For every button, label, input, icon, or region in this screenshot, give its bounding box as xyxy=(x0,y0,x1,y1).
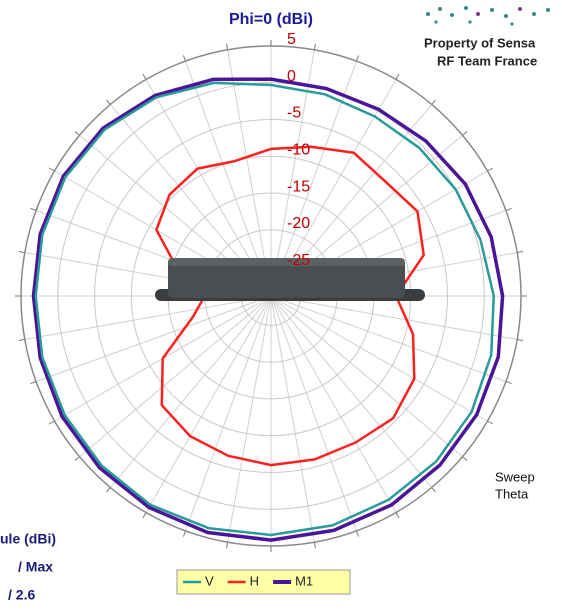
r-tick-label: -5 xyxy=(287,105,301,122)
ring xyxy=(57,82,485,510)
spoke-tick xyxy=(356,55,360,62)
chart-title: Phi=0 (dBi) xyxy=(229,11,313,28)
spoke xyxy=(270,295,463,458)
spoke xyxy=(270,295,488,422)
spoke-tick xyxy=(431,99,436,105)
spoke xyxy=(185,60,272,297)
r-tick-label: -25 xyxy=(287,252,310,269)
legend-label: V xyxy=(205,573,214,588)
spoke xyxy=(24,295,272,340)
legend xyxy=(176,569,351,595)
spoke-tick xyxy=(226,43,229,50)
spoke xyxy=(227,295,272,543)
spoke-tick xyxy=(517,251,524,254)
spoke xyxy=(227,49,272,297)
spoke-tick xyxy=(395,512,400,518)
spoke xyxy=(270,295,518,340)
r-tick-label: 5 xyxy=(287,31,296,48)
spoke xyxy=(35,295,272,382)
owner-note: Property of Sensa xyxy=(424,35,536,50)
spoke xyxy=(270,60,357,297)
legend-label: M1 xyxy=(295,573,313,588)
series-line xyxy=(155,145,425,467)
spoke xyxy=(270,295,397,513)
spoke-tick xyxy=(49,167,55,172)
spoke-tick xyxy=(74,456,80,461)
series-line xyxy=(34,81,496,537)
spoke-tick xyxy=(30,207,37,211)
spoke-tick xyxy=(395,74,400,80)
spoke xyxy=(79,295,272,458)
series-line xyxy=(31,77,505,542)
spoke xyxy=(109,295,272,488)
spoke xyxy=(270,295,433,488)
spoke xyxy=(270,295,507,382)
sweep-label: Sweep xyxy=(495,469,535,484)
spoke-tick xyxy=(462,131,468,136)
spoke-tick xyxy=(142,512,147,518)
spoke-tick xyxy=(431,487,436,493)
spoke xyxy=(270,295,357,532)
spoke-tick xyxy=(106,99,111,105)
spoke xyxy=(270,295,315,543)
spoke-tick xyxy=(30,381,37,385)
spoke-tick xyxy=(74,131,80,136)
device xyxy=(155,258,425,301)
spoke-tick xyxy=(49,420,55,425)
r-tick-label: 0 xyxy=(287,68,296,85)
info-line: ule (dBi) xyxy=(0,531,56,547)
r-tick-label: -10 xyxy=(287,142,310,159)
spoke-tick xyxy=(226,542,229,549)
spoke-tick xyxy=(462,456,468,461)
spoke-tick xyxy=(313,43,316,50)
spoke-tick xyxy=(505,381,512,385)
spoke-tick xyxy=(356,530,360,537)
spoke-tick xyxy=(182,530,186,537)
spoke-tick xyxy=(313,542,316,549)
spoke-tick xyxy=(487,420,493,425)
logo xyxy=(426,6,550,26)
info-line: / 2.6 xyxy=(8,587,35,603)
spoke xyxy=(185,295,272,532)
ring xyxy=(94,119,448,473)
spoke-tick xyxy=(505,207,512,211)
team-note: RF Team France xyxy=(437,53,537,68)
r-tick-label: -20 xyxy=(287,215,310,232)
sweep-var: Theta xyxy=(495,486,529,501)
spoke-tick xyxy=(18,251,25,254)
spoke-tick xyxy=(182,55,186,62)
spoke-tick xyxy=(487,167,493,172)
info-line: / Max xyxy=(18,559,53,575)
r-tick-label: -15 xyxy=(287,178,310,195)
spoke-tick xyxy=(18,338,25,341)
spoke xyxy=(145,295,272,513)
spoke-tick xyxy=(517,338,524,341)
legend-label: H xyxy=(250,573,259,588)
ring xyxy=(20,45,522,547)
spoke-tick xyxy=(106,487,111,493)
spoke-tick xyxy=(142,74,147,80)
